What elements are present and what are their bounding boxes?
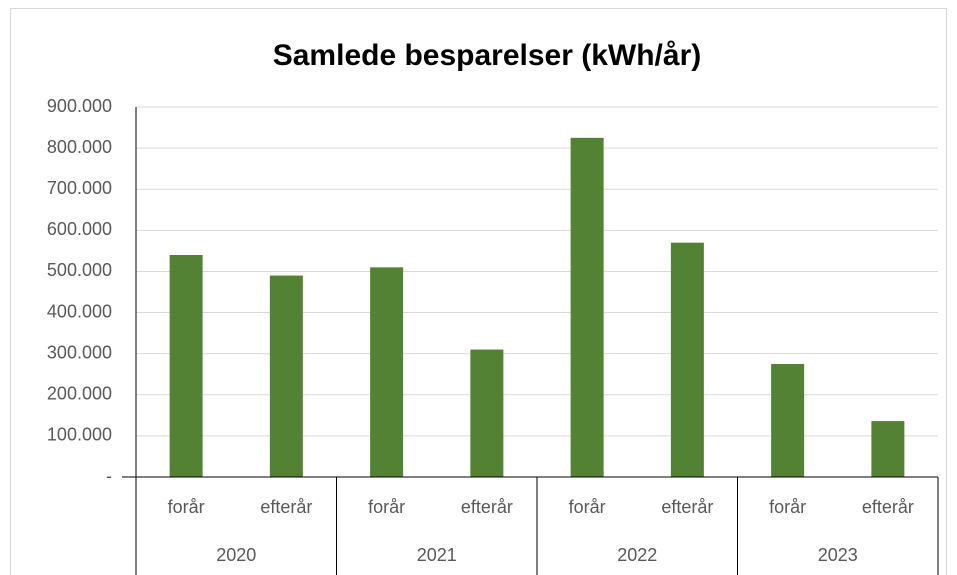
bar — [269, 275, 303, 477]
group-label: 2021 — [417, 545, 457, 565]
group-label: 2022 — [617, 545, 657, 565]
bar — [871, 421, 905, 477]
bar — [169, 255, 203, 477]
bar — [470, 349, 504, 477]
y-tick-label: 100.000 — [47, 425, 112, 445]
y-tick-label: 600.000 — [47, 219, 112, 239]
y-tick-label: 700.000 — [47, 178, 112, 198]
bar — [370, 267, 404, 477]
y-tick-label: - — [106, 466, 112, 486]
y-tick-label: 800.000 — [47, 137, 112, 157]
group-label: 2020 — [216, 545, 256, 565]
chart-border — [10, 8, 947, 575]
y-tick-label: 500.000 — [47, 260, 112, 280]
chart-title: Samlede besparelser (kWh/år) — [273, 39, 702, 72]
x-tick-label: forår — [368, 497, 405, 517]
bar — [670, 242, 704, 477]
y-tick-label: 200.000 — [47, 384, 112, 404]
x-tick-label: efterår — [661, 497, 713, 517]
bar — [570, 137, 604, 478]
x-tick-label: forår — [168, 497, 205, 517]
group-label: 2023 — [818, 545, 858, 565]
x-tick-label: efterår — [260, 497, 312, 517]
y-tick-label: 300.000 — [47, 342, 112, 362]
y-tick-label: 900.000 — [47, 96, 112, 116]
x-tick-label: forår — [769, 497, 806, 517]
x-tick-label: forår — [569, 497, 606, 517]
x-tick-label: efterår — [461, 497, 513, 517]
x-tick-label: efterår — [862, 497, 914, 517]
bar — [771, 363, 805, 477]
y-tick-label: 400.000 — [47, 301, 112, 321]
